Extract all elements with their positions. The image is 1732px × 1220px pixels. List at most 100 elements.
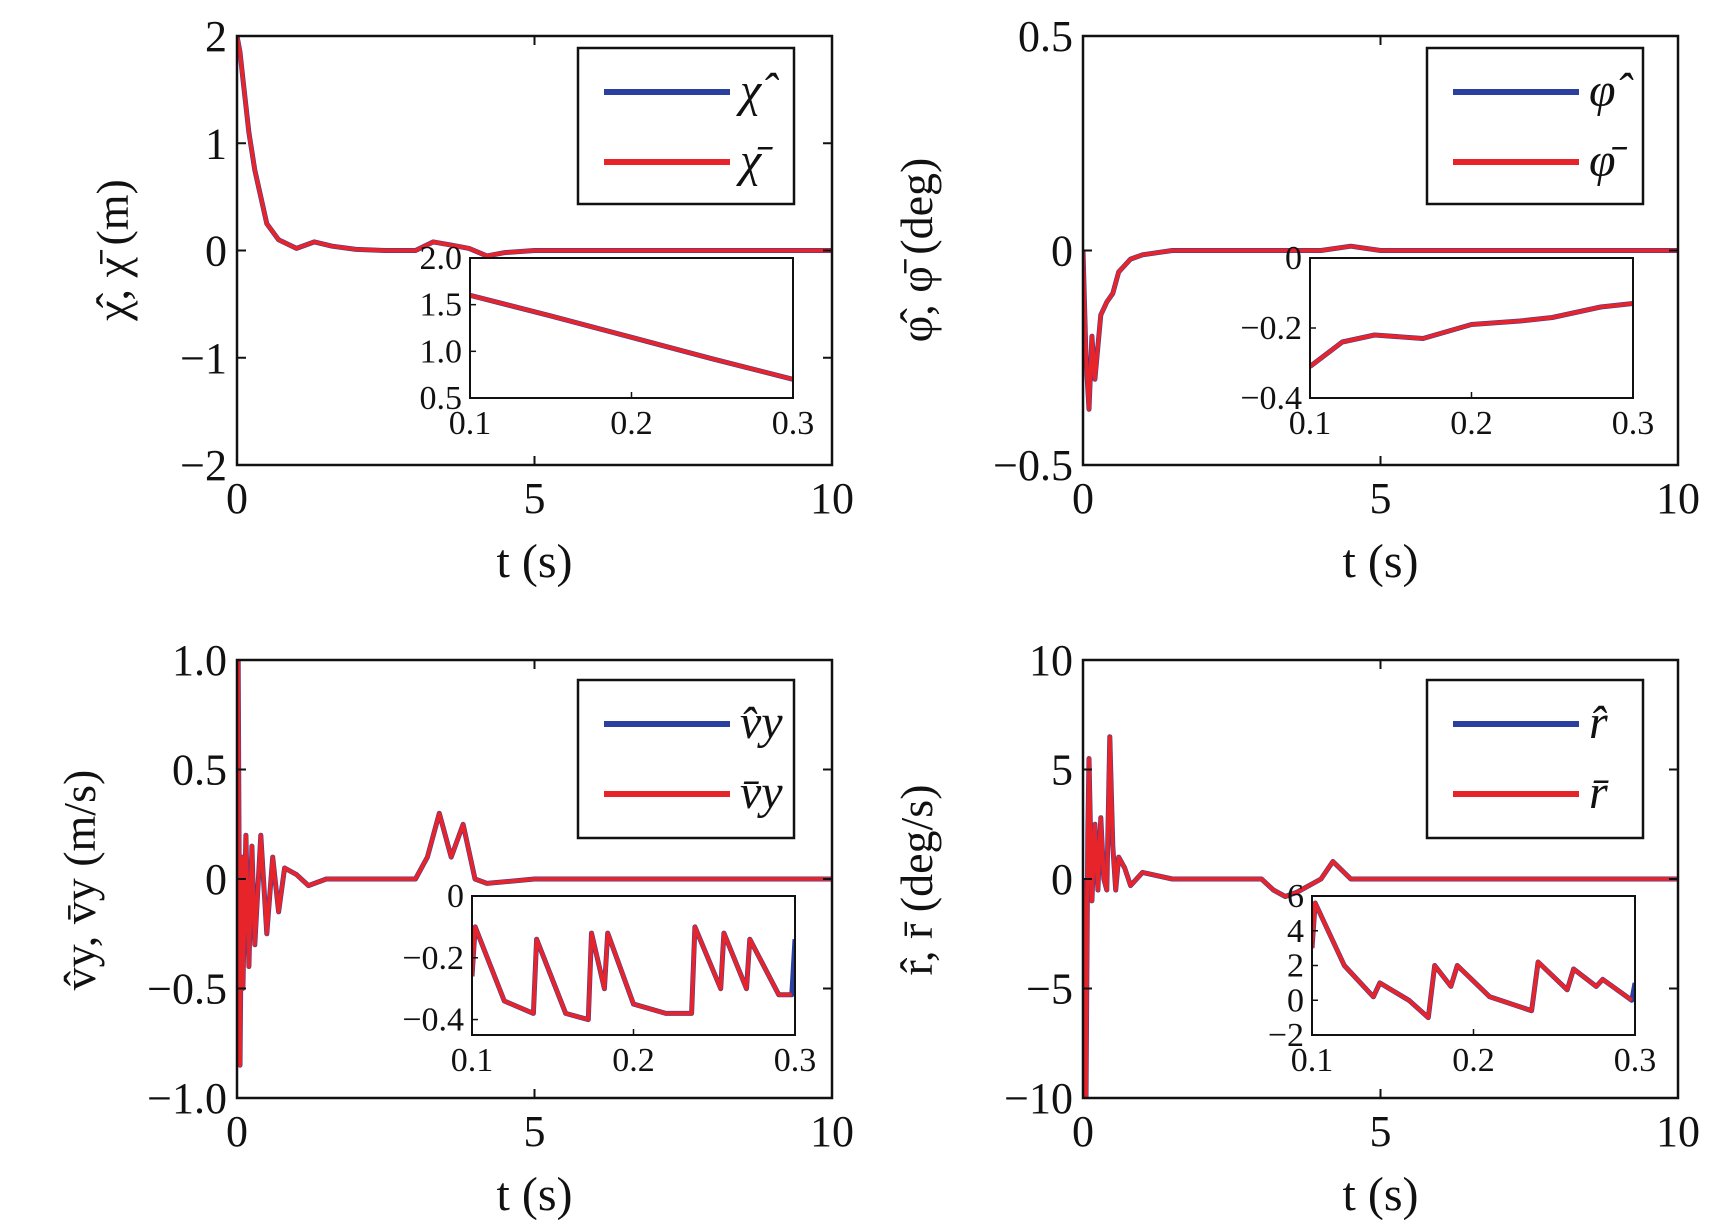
- y-tick-label: 0: [1051, 855, 1073, 904]
- inset-y-tick-label: 0: [447, 878, 464, 915]
- inset: 0.1 0.2 0.3 −0.4 −0.2 0: [1240, 240, 1654, 442]
- y-tick-label: 5: [1051, 746, 1073, 795]
- inset-series-line-bar: [470, 293, 793, 382]
- inset-x-tick-label: 0.1: [451, 1042, 494, 1079]
- y-axis-label: r̂, r̄ (deg/s): [891, 784, 942, 975]
- inset-x-tick-label: 0.2: [610, 405, 653, 442]
- y-tick-label: 0: [205, 227, 227, 276]
- y-tick-label: −0.5: [147, 965, 227, 1014]
- legend-label: v̄y: [740, 766, 783, 819]
- x-tick-label: 0: [226, 1107, 248, 1156]
- x-tick-label: 10: [810, 1107, 854, 1156]
- legend-label: r̂: [1589, 696, 1608, 749]
- inset-background: [1310, 258, 1633, 398]
- y-tick-label: 0: [205, 855, 227, 904]
- inset-series-line-bar: [472, 924, 792, 1022]
- y-tick-label: −1.0: [147, 1074, 227, 1123]
- legend-box: [1425, 678, 1645, 840]
- y-tick-label: −0.5: [993, 441, 1073, 490]
- y-tick-label: −2: [180, 441, 227, 490]
- y-tick-label: 1: [205, 119, 227, 168]
- inset-series-line-bar: [1312, 901, 1633, 1020]
- x-axis-label: t (s): [497, 1168, 573, 1220]
- legend-box: [1425, 46, 1645, 206]
- chart-panel-phi: 0 5 10−0.500.5t (s)φ̂, φ̄ (deg)φ̂φ̄0.1 0.2 0…: [891, 12, 1700, 588]
- x-tick-label: 0: [1072, 474, 1094, 523]
- y-axis-label: χ̂, χ̄ (m): [87, 179, 138, 322]
- series-group: [1083, 243, 1678, 412]
- inset-series-line-bar: [1310, 301, 1633, 369]
- inset-y-tick-label: 4: [1287, 913, 1304, 950]
- y-tick-label: −10: [1004, 1074, 1073, 1123]
- inset-x-tick-label: 0.1: [1289, 405, 1332, 442]
- y-tick-label: 0.5: [172, 746, 227, 795]
- y-tick-label: 0: [1051, 227, 1073, 276]
- inset-series-group: [1312, 900, 1635, 1021]
- y-tick-label: 10: [1029, 636, 1073, 685]
- x-tick-label: 5: [1370, 474, 1392, 523]
- inset-x-tick-label: 0.3: [774, 1042, 817, 1079]
- x-tick-label: 5: [524, 474, 546, 523]
- inset-x-tick-label: 0.1: [1291, 1042, 1334, 1079]
- x-tick-label: 10: [810, 474, 854, 523]
- legend: χ̂χ̄: [576, 46, 796, 206]
- inset: 0.1 0.2 0.3 0.5 1.0 1.5 2.0: [420, 240, 815, 442]
- inset-y-tick-label: −2: [1268, 1017, 1304, 1054]
- inset-series-group: [472, 924, 795, 1023]
- x-tick-label: 5: [524, 1107, 546, 1156]
- inset-x-tick-label: 0.2: [1450, 405, 1493, 442]
- x-tick-label: 10: [1656, 474, 1700, 523]
- series-line-bar: [1083, 734, 1678, 1098]
- y-axis-label: φ̂, φ̄ (deg): [891, 158, 942, 343]
- inset-y-tick-label: 0: [1285, 240, 1302, 277]
- x-axis-label: t (s): [1343, 1168, 1419, 1220]
- y-axis-label: v̂y, v̄y (m/s): [54, 770, 105, 991]
- legend: v̂y v̄y: [576, 678, 796, 840]
- legend: φ̂φ̄: [1425, 46, 1645, 206]
- y-tick-label: 0.5: [1018, 12, 1073, 61]
- inset-x-tick-label: 0.3: [1614, 1042, 1657, 1079]
- legend-label: r̄: [1589, 766, 1609, 819]
- inset-y-tick-label: 0: [1287, 982, 1304, 1019]
- x-tick-label: 10: [1656, 1107, 1700, 1156]
- legend-box: [576, 46, 796, 206]
- series-group: [237, 36, 832, 259]
- legend-label: v̂y: [740, 696, 783, 749]
- y-tick-label: −1: [180, 334, 227, 383]
- inset-background: [1312, 896, 1635, 1035]
- series-group: [237, 660, 832, 1068]
- x-axis-label: t (s): [1343, 535, 1419, 588]
- inset-series-group: [470, 292, 793, 382]
- inset-y-tick-label: 2: [1287, 948, 1304, 985]
- inset-x-tick-label: 0.2: [612, 1042, 655, 1079]
- inset-series-group: [1310, 301, 1633, 369]
- inset: 0.1 0.2 0.3 −0.4 −0.2 0: [402, 878, 816, 1079]
- legend: r̂ r̄: [1425, 678, 1645, 840]
- series-group: [1083, 734, 1678, 1098]
- inset-x-tick-label: 0.2: [1452, 1042, 1495, 1079]
- inset-y-tick-label: −0.2: [402, 940, 464, 977]
- inset-x-tick-label: 0.1: [449, 405, 492, 442]
- chart-panel-vy: 0 5 10 −1.0 −0.5 0 0.5 1.0 t (s) v̂y, v̄y (m/s) v̂…: [54, 636, 854, 1220]
- series-line-bar: [237, 36, 832, 258]
- x-tick-label: 0: [226, 474, 248, 523]
- x-axis-label: t (s): [497, 535, 573, 588]
- series-line-bar: [1083, 244, 1678, 412]
- y-tick-label: 2: [205, 12, 227, 61]
- inset-y-tick-label: 6: [1287, 878, 1304, 915]
- inset-background: [470, 258, 793, 398]
- inset-y-tick-label: −0.2: [1240, 310, 1302, 347]
- y-tick-label: 1.0: [172, 636, 227, 685]
- y-tick-label: −5: [1026, 965, 1073, 1014]
- x-tick-label: 0: [1072, 1107, 1094, 1156]
- inset-x-tick-label: 0.3: [1612, 405, 1655, 442]
- series-line-bar: [237, 660, 832, 1068]
- inset-y-tick-label: −0.4: [402, 1002, 464, 1039]
- legend-box: [576, 678, 796, 840]
- inset-y-tick-label: 2.0: [420, 240, 463, 277]
